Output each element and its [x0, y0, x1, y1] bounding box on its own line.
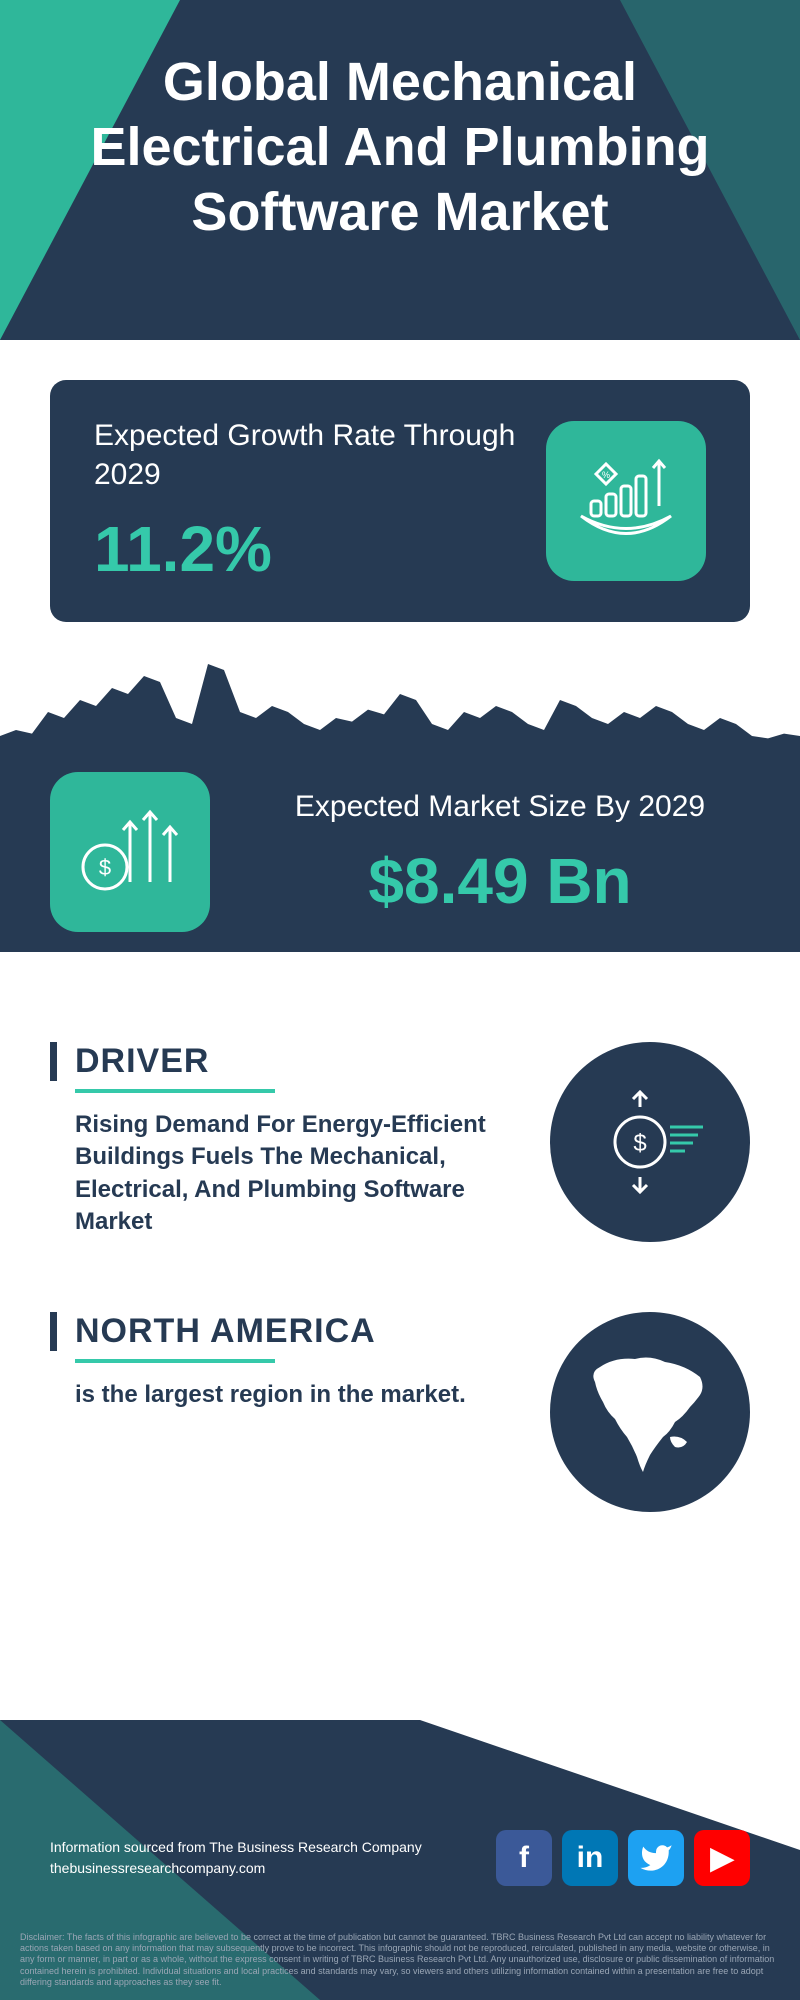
svg-text:$: $ — [99, 855, 111, 880]
dollar-arrow-icon: $ — [50, 772, 210, 932]
driver-body: Rising Demand For Energy-Efficient Build… — [50, 1109, 520, 1239]
market-size-value: $8.49 Bn — [250, 844, 750, 918]
page-title: Global Mechanical Electrical And Plumbin… — [0, 0, 800, 244]
region-body: is the largest region in the market. — [50, 1379, 520, 1411]
disclaimer-text: Disclaimer: The facts of this infographi… — [20, 1932, 780, 1988]
youtube-icon[interactable]: ▶ — [694, 1830, 750, 1886]
region-underline — [75, 1359, 275, 1363]
growth-rate-value: 11.2% — [94, 512, 546, 586]
footer: Information sourced from The Business Re… — [0, 1720, 800, 2000]
skyline-section: $ Expected Market Size By 2029 $8.49 Bn — [0, 652, 800, 952]
driver-text-block: DRIVER Rising Demand For Energy-Efficien… — [50, 1042, 520, 1239]
market-size-band: $ Expected Market Size By 2029 $8.49 Bn — [0, 752, 800, 952]
north-america-map-icon — [550, 1312, 750, 1512]
driver-underline — [75, 1089, 275, 1093]
facebook-icon[interactable]: f — [496, 1830, 552, 1886]
market-size-text: Expected Market Size By 2029 $8.49 Bn — [250, 787, 750, 918]
growth-rate-label: Expected Growth Rate Through 2029 — [94, 416, 546, 494]
source-text: Information sourced from The Business Re… — [50, 1837, 422, 1879]
driver-title: DRIVER — [50, 1042, 520, 1081]
market-size-label: Expected Market Size By 2029 — [250, 787, 750, 826]
footer-content: Information sourced from The Business Re… — [50, 1830, 750, 1886]
dollar-cycle-icon: $ — [550, 1042, 750, 1242]
growth-rate-card: Expected Growth Rate Through 2029 11.2% … — [50, 380, 750, 622]
linkedin-icon[interactable]: in — [562, 1830, 618, 1886]
growth-rate-text: Expected Growth Rate Through 2029 11.2% — [94, 416, 546, 586]
svg-text:$: $ — [633, 1130, 646, 1157]
social-row: f in ▶ — [496, 1830, 750, 1886]
header-banner: Global Mechanical Electrical And Plumbin… — [0, 0, 800, 340]
region-row: NORTH AMERICA is the largest region in t… — [0, 1272, 800, 1542]
growth-chart-icon: % — [546, 421, 706, 581]
svg-text:%: % — [602, 470, 610, 480]
driver-row: DRIVER Rising Demand For Energy-Efficien… — [0, 1002, 800, 1272]
region-title: NORTH AMERICA — [50, 1312, 520, 1351]
twitter-icon[interactable] — [628, 1830, 684, 1886]
source-line1: Information sourced from The Business Re… — [50, 1837, 422, 1858]
region-text-block: NORTH AMERICA is the largest region in t… — [50, 1312, 520, 1411]
source-line2: thebusinessresearchcompany.com — [50, 1858, 422, 1879]
